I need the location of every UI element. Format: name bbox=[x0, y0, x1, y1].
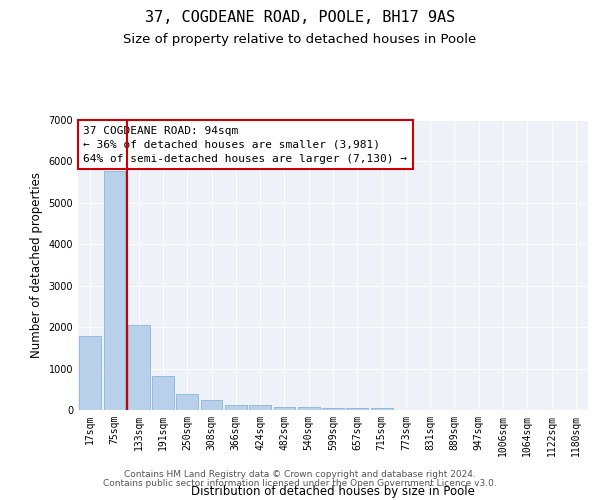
Text: 37, COGDEANE ROAD, POOLE, BH17 9AS: 37, COGDEANE ROAD, POOLE, BH17 9AS bbox=[145, 10, 455, 25]
Text: Contains HM Land Registry data © Crown copyright and database right 2024.: Contains HM Land Registry data © Crown c… bbox=[124, 470, 476, 479]
Bar bbox=[104, 170, 125, 410]
Bar bbox=[274, 406, 295, 410]
Bar bbox=[152, 376, 174, 410]
Bar bbox=[225, 404, 247, 410]
Text: Contains public sector information licensed under the Open Government Licence v3: Contains public sector information licen… bbox=[103, 478, 497, 488]
Bar bbox=[176, 394, 198, 410]
Text: Distribution of detached houses by size in Poole: Distribution of detached houses by size … bbox=[191, 484, 475, 498]
Y-axis label: Number of detached properties: Number of detached properties bbox=[30, 172, 43, 358]
Bar bbox=[298, 408, 320, 410]
Bar bbox=[371, 408, 392, 410]
Text: Size of property relative to detached houses in Poole: Size of property relative to detached ho… bbox=[124, 32, 476, 46]
Bar bbox=[79, 336, 101, 410]
Bar bbox=[249, 405, 271, 410]
Bar bbox=[128, 324, 149, 410]
Text: 37 COGDEANE ROAD: 94sqm
← 36% of detached houses are smaller (3,981)
64% of semi: 37 COGDEANE ROAD: 94sqm ← 36% of detache… bbox=[83, 126, 407, 164]
Bar bbox=[346, 408, 368, 410]
Bar bbox=[322, 408, 344, 410]
Bar bbox=[200, 400, 223, 410]
